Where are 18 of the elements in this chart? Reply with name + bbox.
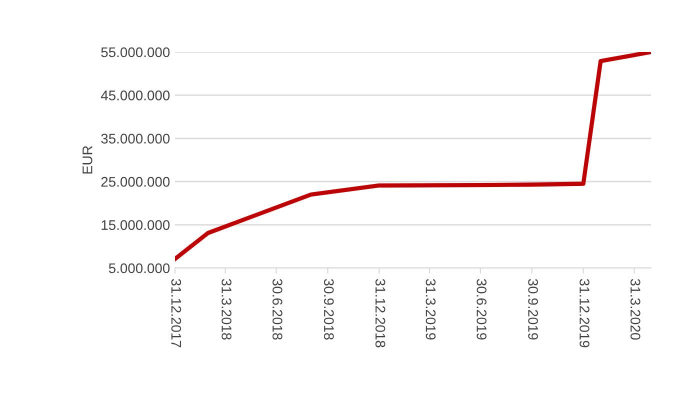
line-series [175,52,651,262]
x-tick-label: 31.12.2017 [171,278,182,348]
y-tick-label: 35.000.000 [101,134,170,144]
x-tick-label: 30.6.2019 [476,278,487,340]
x-tick-label: 31.3.2020 [630,278,640,340]
x-tick-label: 31.3.2018 [222,278,232,340]
x-tick-label: 31.12.2019 [580,278,590,348]
x-tick-label: 31.3.2019 [426,278,436,340]
y-tick-label: 45.000.000 [100,90,170,100]
x-tick-label: 30.9.2018 [324,278,334,340]
x-tick-label: 30.9.2019 [528,278,538,340]
y-tick-label: 15.000.000 [102,220,170,230]
y-tick-label: 25.000.000 [101,176,170,187]
y-tick-label: 55.000.000 [101,47,170,58]
x-tick-label: 31.12.2018 [375,278,386,348]
y-axis-title: EUR [82,146,92,174]
x-tick-label: 30.6.2018 [272,278,282,340]
y-tick-label: 5.000.000 [108,263,170,274]
